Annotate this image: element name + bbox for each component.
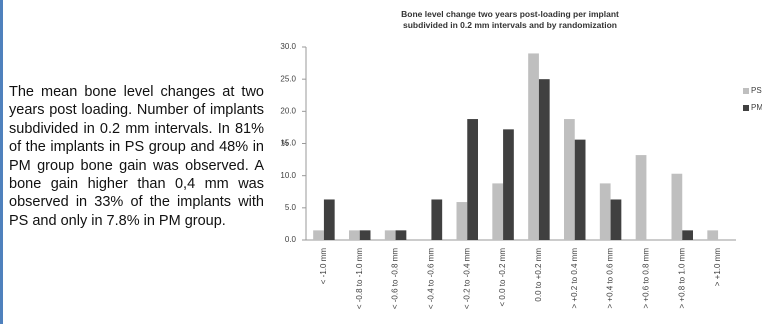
legend-swatch	[743, 105, 749, 111]
description: The mean bone level changes at two years…	[9, 84, 264, 229]
x-tick-label: > +0.6 to 0.8 mm	[642, 248, 651, 309]
bar	[395, 230, 407, 240]
legend-label: PM	[751, 103, 762, 112]
bar	[538, 79, 550, 241]
bar	[528, 53, 539, 240]
bar	[456, 202, 468, 240]
y-tick-label: 5.0	[285, 203, 297, 212]
x-tick-label: < -0.6 to -0.8 mm	[391, 248, 400, 309]
x-tick-label: > +0.8 to 1.0 mm	[677, 248, 686, 309]
chart-subtitle: subdivided in 0.2 mm intervals and by ra…	[403, 20, 617, 30]
bar	[564, 119, 575, 240]
y-tick-label: 30.0	[280, 42, 296, 51]
bar	[671, 173, 683, 240]
y-tick-label: 15.0	[280, 139, 296, 148]
bar	[492, 183, 504, 240]
bar	[599, 183, 611, 240]
x-tick-label: > +0.2 to 0.4 mm	[570, 248, 579, 309]
bar	[323, 199, 335, 240]
x-tick-label: > +0.4 to 0.6 mm	[606, 248, 615, 309]
y-axis-label: %	[281, 139, 288, 148]
legend-label: PS	[751, 86, 762, 95]
bar	[384, 230, 396, 240]
bar	[313, 230, 324, 240]
x-tick-label: < -0.2 to -0.4 mm	[462, 248, 471, 309]
bar	[682, 230, 693, 240]
x-tick-label: < 0.0 to -0.2 mm	[498, 248, 507, 307]
bar	[610, 199, 622, 240]
y-tick-label: 10.0	[280, 171, 296, 180]
y-tick-label: 20.0	[280, 106, 296, 115]
bar	[635, 155, 647, 240]
bar	[467, 119, 478, 240]
x-tick-label: < -1.0 mm	[319, 248, 328, 285]
bar	[574, 139, 586, 240]
bar	[431, 199, 443, 240]
legend-swatch	[743, 88, 749, 94]
y-tick-label: 25.0	[280, 74, 296, 83]
bar	[359, 230, 371, 240]
x-tick-label: < -0.4 to -0.6 mm	[427, 248, 436, 309]
x-tick-label: > +1.0 mm	[713, 248, 722, 287]
x-tick-label: < -0.8 to -1.0 mm	[355, 248, 364, 309]
chart-title: Bone level change two years post-loading…	[401, 9, 619, 19]
bar	[707, 230, 719, 240]
y-tick-label: 0.0	[285, 235, 297, 244]
bar	[503, 129, 514, 240]
slide-edge	[0, 0, 3, 324]
bar	[349, 230, 360, 240]
x-tick-label: 0.0 to +0.2 mm	[534, 248, 543, 302]
